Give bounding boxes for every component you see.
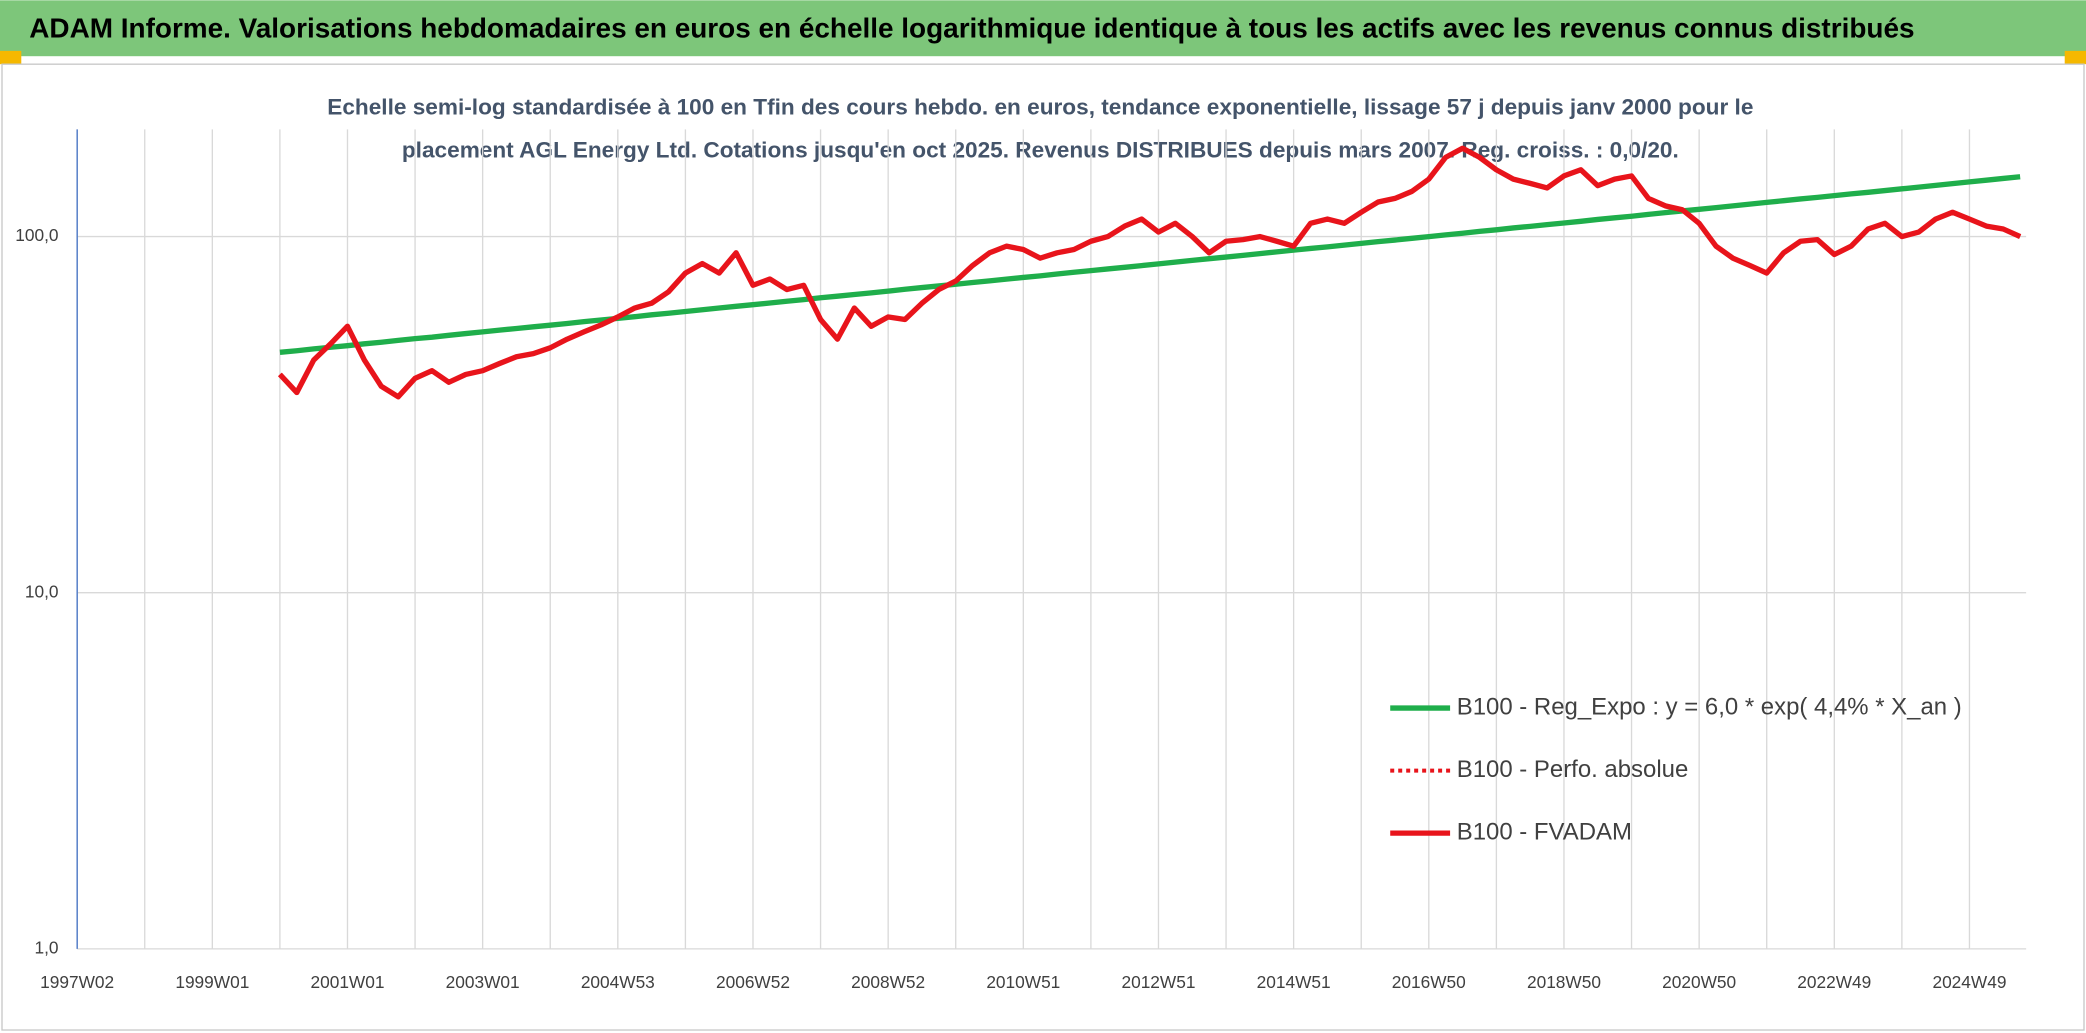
x-tick-label: 2010W51 [986, 972, 1060, 992]
x-tick-label: 2018W50 [1527, 972, 1601, 992]
x-tick-label: 2024W49 [1932, 972, 2006, 992]
x-tick-label: 2008W52 [851, 972, 925, 992]
x-tick-label: 2016W50 [1392, 972, 1466, 992]
x-tick-label: 2014W51 [1257, 972, 1331, 992]
corner-left [0, 50, 22, 65]
chart-title-line: placement AGL Energy Ltd. Cotations jusq… [402, 137, 1679, 162]
x-tick-label: 1999W01 [175, 972, 249, 992]
x-tick-label: 2022W49 [1797, 972, 1871, 992]
x-tick-label: 1997W02 [40, 972, 114, 992]
x-tick-label: 2006W52 [716, 972, 790, 992]
x-tick-label: 2012W51 [1121, 972, 1195, 992]
chart-title-line: Echelle semi-log standardisée à 100 en T… [327, 95, 1753, 120]
legend-label: B100 - Reg_Expo : y = 6,0 * exp( 4,4% * … [1457, 693, 1962, 720]
corner-right [2064, 50, 2086, 65]
header-title: ADAM Informe. Valorisations hebdomadaire… [29, 13, 1914, 44]
series-line [277, 145, 2022, 400]
y-tick-label: 1,0 [35, 937, 59, 957]
legend-label: B100 - FVADAM [1457, 818, 1632, 845]
x-tick-label: 2001W01 [310, 972, 384, 992]
y-tick-label: 10,0 [25, 581, 59, 601]
x-tick-label: 2004W53 [581, 972, 655, 992]
header-band [0, 0, 2086, 57]
x-tick-label: 2003W01 [446, 972, 520, 992]
legend-label: B100 - Perfo. absolue [1457, 756, 1689, 783]
y-tick-label: 100,0 [15, 225, 58, 245]
x-tick-label: 2020W50 [1662, 972, 1736, 992]
series-line [279, 174, 2021, 355]
chart-border [1, 63, 2085, 1031]
